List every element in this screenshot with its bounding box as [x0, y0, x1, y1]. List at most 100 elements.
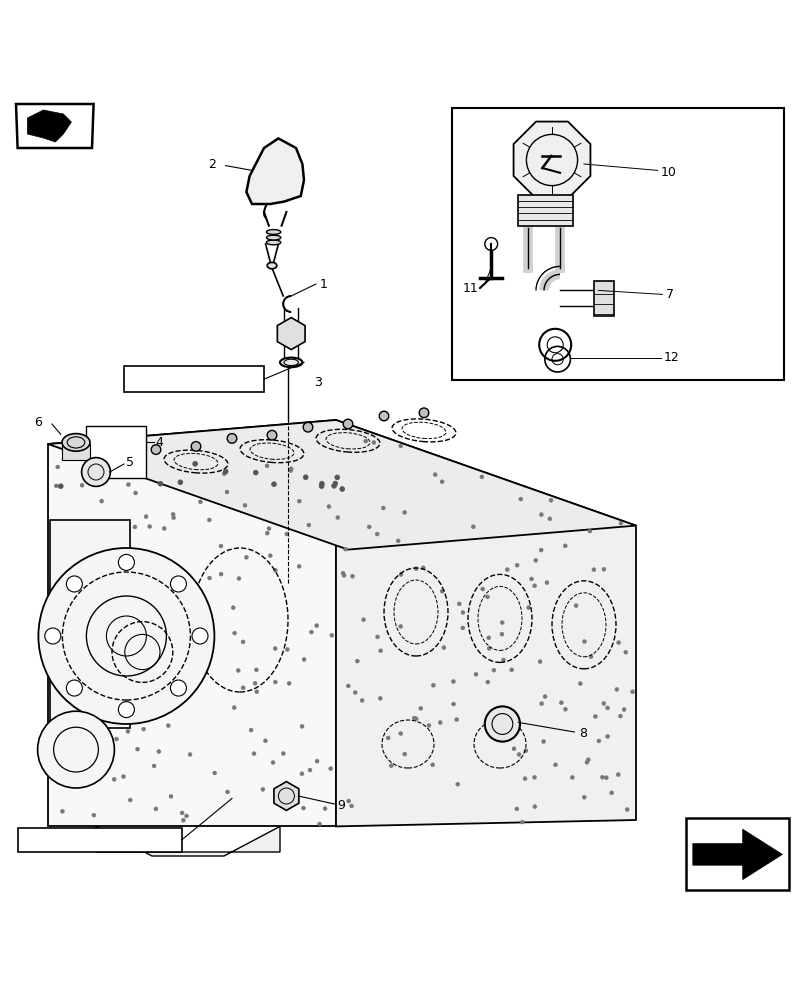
- Bar: [594, 281, 614, 316]
- Circle shape: [121, 554, 125, 558]
- Polygon shape: [246, 138, 304, 204]
- Circle shape: [254, 668, 258, 672]
- Circle shape: [255, 690, 259, 694]
- Circle shape: [233, 631, 237, 635]
- Circle shape: [318, 822, 322, 826]
- Circle shape: [378, 649, 382, 653]
- Circle shape: [602, 701, 606, 705]
- Circle shape: [452, 702, 456, 706]
- Circle shape: [300, 772, 304, 776]
- Circle shape: [323, 807, 327, 811]
- Polygon shape: [278, 318, 305, 350]
- Circle shape: [412, 716, 416, 720]
- Circle shape: [126, 729, 130, 733]
- Circle shape: [66, 680, 82, 696]
- Circle shape: [396, 539, 400, 543]
- Circle shape: [274, 568, 278, 572]
- Circle shape: [241, 686, 245, 690]
- Circle shape: [153, 637, 157, 641]
- Circle shape: [510, 668, 514, 672]
- Circle shape: [135, 747, 139, 751]
- Circle shape: [586, 758, 590, 762]
- Circle shape: [122, 775, 126, 779]
- Ellipse shape: [280, 358, 302, 367]
- Circle shape: [379, 411, 389, 421]
- Circle shape: [533, 775, 537, 779]
- Circle shape: [169, 794, 173, 798]
- Bar: [86, 426, 146, 478]
- Circle shape: [382, 506, 386, 510]
- Circle shape: [600, 775, 604, 779]
- Bar: [452, 108, 784, 380]
- Circle shape: [213, 771, 217, 775]
- Circle shape: [38, 711, 114, 788]
- Circle shape: [298, 499, 302, 503]
- Circle shape: [45, 628, 61, 644]
- Circle shape: [172, 516, 176, 520]
- Circle shape: [333, 481, 338, 486]
- Circle shape: [58, 484, 63, 489]
- Circle shape: [548, 517, 552, 521]
- Circle shape: [442, 646, 446, 650]
- Circle shape: [364, 439, 368, 443]
- Circle shape: [398, 444, 402, 448]
- Circle shape: [138, 595, 142, 599]
- Text: 9: 9: [338, 799, 346, 812]
- Circle shape: [543, 695, 547, 699]
- Circle shape: [274, 646, 278, 650]
- Circle shape: [327, 505, 331, 509]
- Circle shape: [454, 718, 458, 722]
- Circle shape: [93, 535, 97, 539]
- Circle shape: [78, 669, 82, 673]
- Circle shape: [625, 808, 629, 812]
- Circle shape: [252, 752, 256, 756]
- Circle shape: [354, 690, 358, 694]
- Circle shape: [193, 461, 198, 466]
- Text: 10.102.02(01): 10.102.02(01): [60, 835, 139, 845]
- Circle shape: [481, 587, 485, 591]
- Circle shape: [161, 645, 165, 649]
- Bar: [518, 195, 573, 226]
- Circle shape: [272, 482, 277, 487]
- Circle shape: [105, 474, 109, 478]
- Circle shape: [118, 554, 134, 570]
- Circle shape: [285, 532, 289, 536]
- Circle shape: [539, 548, 543, 552]
- Circle shape: [92, 813, 96, 817]
- Circle shape: [70, 560, 74, 564]
- Bar: [62, 444, 90, 460]
- Circle shape: [241, 640, 245, 644]
- Circle shape: [106, 475, 110, 479]
- Circle shape: [604, 776, 608, 780]
- Polygon shape: [336, 420, 636, 826]
- Circle shape: [219, 572, 223, 576]
- Circle shape: [574, 604, 578, 608]
- Circle shape: [563, 544, 567, 548]
- Circle shape: [232, 706, 236, 710]
- Circle shape: [336, 516, 340, 520]
- Circle shape: [563, 707, 567, 711]
- Circle shape: [310, 630, 314, 634]
- Circle shape: [492, 668, 496, 672]
- Circle shape: [61, 809, 65, 813]
- Text: 1: 1: [320, 277, 328, 290]
- Circle shape: [128, 798, 132, 802]
- Bar: [18, 828, 182, 852]
- Circle shape: [414, 567, 418, 571]
- Bar: [124, 366, 264, 392]
- Circle shape: [191, 442, 201, 451]
- Circle shape: [427, 723, 431, 727]
- Circle shape: [137, 687, 141, 691]
- Circle shape: [268, 554, 272, 558]
- Circle shape: [330, 633, 334, 637]
- Circle shape: [112, 777, 116, 781]
- Text: 4: 4: [155, 436, 163, 449]
- Circle shape: [79, 557, 83, 561]
- Circle shape: [287, 681, 291, 685]
- Circle shape: [515, 807, 519, 811]
- Circle shape: [512, 747, 516, 751]
- Circle shape: [533, 584, 537, 588]
- Circle shape: [315, 759, 319, 763]
- Circle shape: [308, 768, 312, 772]
- Circle shape: [480, 475, 484, 479]
